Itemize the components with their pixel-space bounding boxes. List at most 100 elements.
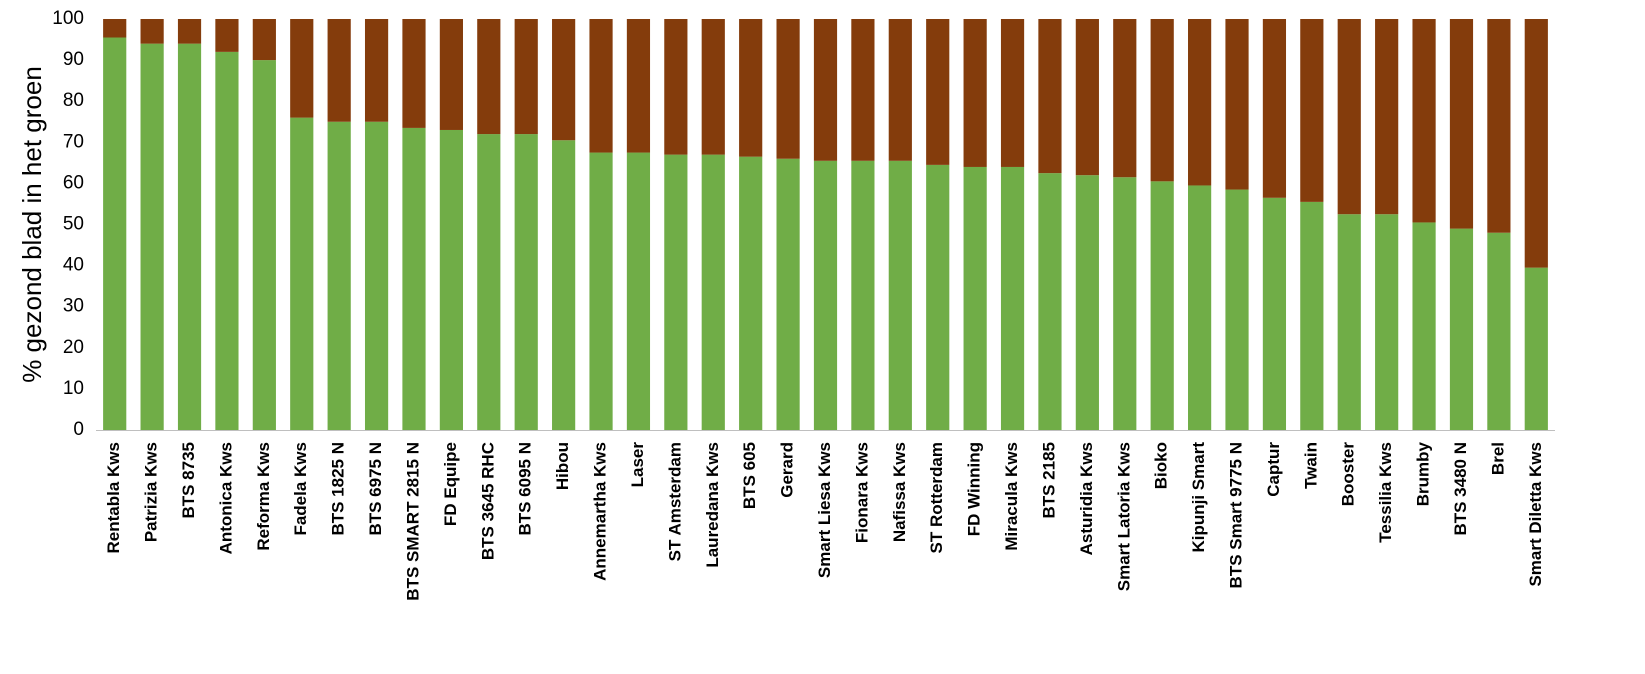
bar-segment-series1-29	[1150, 181, 1174, 430]
bar-segment-series2-26	[1038, 19, 1062, 174]
x-tick-label: ST Rotterdam	[927, 442, 946, 553]
bar-segment-series2-8	[364, 19, 389, 122]
bar-segment-series1-36	[1412, 222, 1436, 430]
bar-segment-series1-5	[252, 60, 276, 430]
bar-segment-series2-33	[1300, 19, 1324, 202]
y-axis-title: % gezond blad in het groen	[17, 66, 47, 383]
x-tick-label: Captur	[1264, 442, 1283, 497]
bar-segment-series2-36	[1412, 19, 1436, 223]
bar-segment-series2-17	[701, 19, 725, 155]
x-tick-label: FD Equipe	[441, 442, 460, 526]
x-tick-label: Reforma Kws	[254, 442, 273, 551]
bar-segment-series2-39	[1524, 19, 1548, 268]
x-tick-label: BTS 3645 RHC	[478, 442, 497, 560]
bar-segment-series2-21	[851, 19, 875, 161]
bar-segment-series2-5	[252, 19, 276, 61]
x-tick-label: Miracula Kws	[1002, 442, 1021, 551]
bar-segment-series1-4	[215, 51, 239, 430]
x-tick-label: Bioko	[1152, 442, 1171, 489]
y-tick-label: 10	[63, 378, 84, 399]
bar-segment-series1-21	[851, 160, 875, 431]
bar-segment-series2-7	[327, 19, 351, 122]
x-tick-label: Smart Latoria Kws	[1114, 442, 1133, 591]
bar-segment-series1-1	[103, 37, 127, 430]
x-tick-label: Smart Diletta Kws	[1526, 442, 1545, 587]
bar-segment-series1-20	[813, 160, 838, 431]
y-tick-label: 60	[63, 172, 84, 193]
bar-segment-series1-22	[888, 160, 912, 431]
bar-segment-series2-32	[1262, 19, 1287, 198]
x-tick-label: Nafissa Kws	[890, 442, 909, 542]
bar-segment-series2-23	[926, 19, 950, 165]
y-tick-label: 40	[63, 255, 84, 276]
bar-segment-series1-18	[739, 156, 763, 430]
x-tick-label: Brel	[1488, 442, 1507, 475]
bar-segment-series2-20	[813, 19, 838, 161]
bar-segment-series2-27	[1075, 19, 1099, 176]
x-tick-label: BTS 605	[740, 442, 759, 509]
bar-segment-series1-39	[1524, 267, 1548, 430]
x-tick-label: Antonica Kws	[216, 442, 235, 554]
y-tick-label: 100	[52, 8, 84, 29]
x-tick-label: BTS 3480 N	[1451, 442, 1470, 536]
bar-segment-series1-15	[626, 152, 651, 430]
bar-segment-series2-31	[1225, 19, 1249, 190]
bar-segment-series1-13	[552, 140, 576, 430]
x-tick-label: Patrizia Kws	[142, 442, 161, 542]
x-tick-label: BTS 8735	[179, 442, 198, 519]
bar-segment-series2-9	[402, 19, 426, 128]
y-tick-labels: 0 10 20 30 40 50 60 70 80 90 100	[52, 8, 84, 440]
bar-segment-series2-22	[888, 19, 912, 161]
y-tick-label: 0	[73, 419, 84, 440]
bar-segment-series1-38	[1487, 232, 1511, 430]
bar-segment-series1-17	[701, 154, 725, 430]
bar-segment-series2-15	[626, 19, 651, 153]
bar-segment-series1-25	[1000, 166, 1025, 430]
bar-segment-series2-19	[776, 19, 800, 159]
x-tick-label: Tessilia Kws	[1376, 442, 1395, 543]
x-tick-label: BTS Smart 9775 N	[1226, 442, 1245, 588]
bar-segment-series2-10	[439, 19, 463, 130]
x-tick-label: Smart Liesa Kws	[815, 442, 834, 578]
x-tick-label: Annemartha Kws	[591, 442, 610, 581]
bar-segment-series1-14	[589, 152, 613, 430]
x-tick-label: ST Amsterdam	[665, 442, 684, 561]
bar-segment-series1-32	[1262, 197, 1287, 430]
y-tick-label: 20	[63, 337, 84, 358]
bar-segment-series2-30	[1188, 19, 1212, 186]
x-tick-label: Gerard	[778, 442, 797, 498]
bar-segment-series1-2	[140, 43, 164, 430]
bar-segment-series2-25	[1000, 19, 1025, 167]
bar-segment-series2-2	[140, 19, 164, 44]
bar-segment-series2-28	[1113, 19, 1137, 178]
bar-segment-series1-23	[926, 164, 950, 430]
y-tick-label: 70	[63, 131, 84, 152]
y-tick-label: 30	[63, 296, 84, 317]
x-tick-label: Hibou	[553, 442, 572, 490]
bar-segment-series1-8	[364, 121, 389, 430]
bar-segment-series1-26	[1038, 173, 1062, 431]
bar-segment-series1-11	[477, 134, 501, 430]
x-tick-label: Brumby	[1414, 441, 1433, 506]
bar-segment-series2-24	[963, 19, 987, 167]
bar-segment-series2-29	[1150, 19, 1174, 182]
x-tick-label: Rentabla Kws	[104, 442, 123, 553]
y-tick-label: 90	[63, 49, 84, 70]
bar-segment-series1-27	[1075, 175, 1099, 430]
bar-segment-series2-38	[1487, 19, 1511, 233]
bar-segment-series2-12	[514, 19, 538, 135]
x-tick-label: Asturidia Kws	[1077, 442, 1096, 555]
bars-layer	[103, 19, 1548, 431]
bar-segment-series1-28	[1113, 177, 1137, 430]
x-tick-label: BTS 6095 N	[516, 442, 535, 536]
bar-segment-series1-35	[1375, 214, 1399, 430]
bar-segment-series2-16	[664, 19, 688, 155]
bar-segment-series2-37	[1449, 19, 1474, 229]
bar-segment-series1-34	[1337, 214, 1361, 430]
bar-segment-series2-3	[177, 19, 202, 44]
bar-segment-series1-33	[1300, 201, 1324, 430]
x-tick-label: Kipunji Smart	[1189, 442, 1208, 553]
bar-segment-series1-31	[1225, 189, 1249, 430]
